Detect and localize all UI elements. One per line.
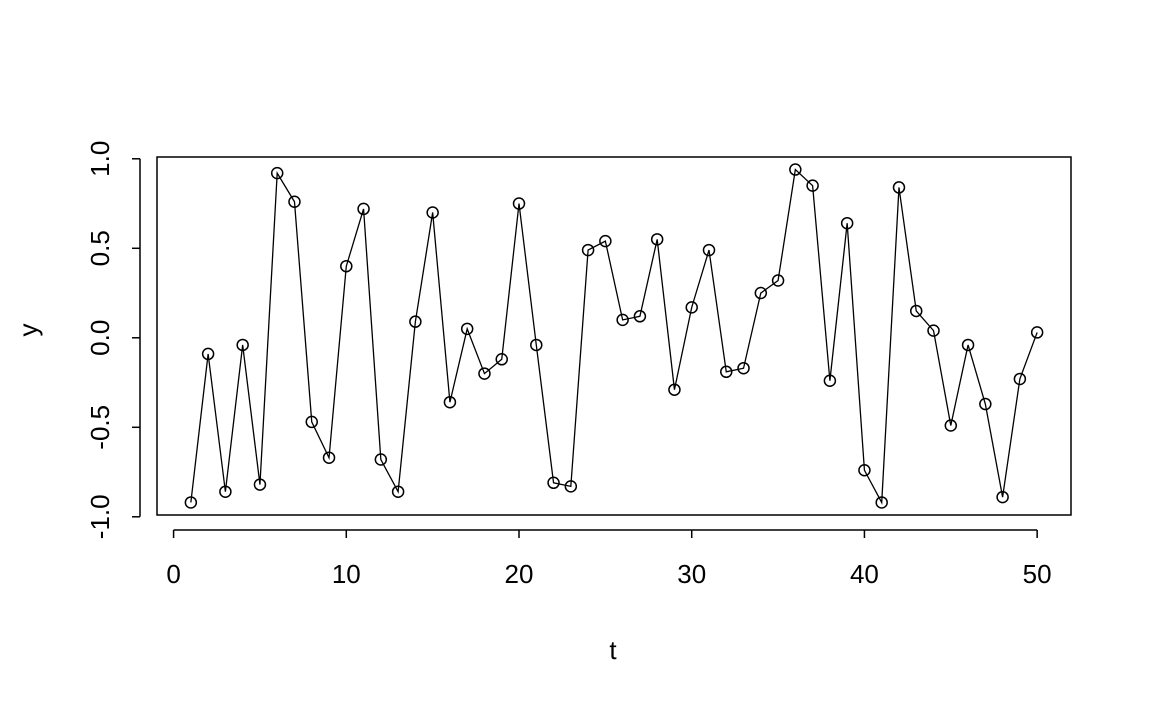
x-tick-label: 0 bbox=[166, 559, 180, 589]
data-point bbox=[840, 216, 854, 230]
x-axis-label: t bbox=[609, 635, 617, 665]
plot-box bbox=[156, 156, 1072, 516]
data-point bbox=[771, 274, 785, 287]
data-point bbox=[702, 243, 716, 257]
data-point bbox=[720, 365, 733, 379]
data-point bbox=[443, 395, 457, 409]
y-tick-label: -0.5 bbox=[85, 405, 115, 450]
data-point bbox=[909, 304, 923, 318]
data-point bbox=[581, 243, 595, 257]
data-point bbox=[789, 163, 802, 176]
data-point bbox=[460, 322, 474, 336]
data-point bbox=[288, 195, 301, 208]
data-point bbox=[944, 419, 958, 432]
data-point bbox=[340, 259, 353, 273]
data-point bbox=[927, 324, 940, 337]
x-tick-label: 30 bbox=[677, 559, 706, 589]
x-tick-label: 10 bbox=[332, 559, 361, 589]
data-point bbox=[512, 197, 526, 210]
data-point bbox=[806, 179, 819, 192]
data-point bbox=[650, 233, 664, 246]
data-point bbox=[426, 206, 439, 219]
data-point bbox=[858, 464, 871, 477]
data-point bbox=[875, 496, 888, 509]
data-point bbox=[599, 234, 612, 248]
data-point bbox=[823, 374, 837, 387]
data-point bbox=[892, 181, 906, 194]
data-point bbox=[737, 361, 750, 375]
y-tick-label: -1.0 bbox=[85, 494, 115, 539]
data-point bbox=[564, 480, 578, 493]
data-point bbox=[754, 286, 768, 300]
y-tick-label: 0.5 bbox=[85, 230, 115, 266]
data-point bbox=[409, 315, 422, 328]
data-point bbox=[996, 490, 1009, 504]
data-point bbox=[391, 485, 405, 498]
data-point bbox=[1030, 326, 1044, 339]
y-tick-label: 0.0 bbox=[85, 320, 115, 356]
data-point bbox=[685, 301, 698, 314]
data-point bbox=[668, 383, 681, 396]
x-tick-label: 40 bbox=[850, 559, 879, 589]
data-point bbox=[357, 202, 370, 216]
data-point bbox=[236, 338, 249, 352]
data-point bbox=[616, 313, 629, 327]
data-point bbox=[253, 478, 267, 491]
data-point bbox=[374, 453, 388, 466]
data-point bbox=[478, 367, 491, 380]
data-point bbox=[495, 353, 508, 366]
data-line bbox=[190, 168, 1038, 505]
data-point bbox=[1013, 372, 1027, 386]
x-tick-label: 50 bbox=[1023, 559, 1052, 589]
data-point bbox=[270, 166, 284, 180]
y-axis-label: y bbox=[13, 324, 43, 337]
data-point bbox=[961, 338, 975, 352]
data-point bbox=[201, 347, 215, 361]
data-point bbox=[322, 451, 336, 464]
data-point bbox=[547, 476, 560, 490]
data-point bbox=[219, 485, 232, 498]
y-tick-label: 1.0 bbox=[85, 141, 115, 177]
data-point bbox=[979, 397, 992, 411]
data-point bbox=[530, 338, 543, 352]
data-point bbox=[184, 496, 198, 509]
data-point bbox=[633, 310, 647, 323]
data-point bbox=[305, 415, 319, 429]
x-tick-label: 20 bbox=[505, 559, 534, 589]
